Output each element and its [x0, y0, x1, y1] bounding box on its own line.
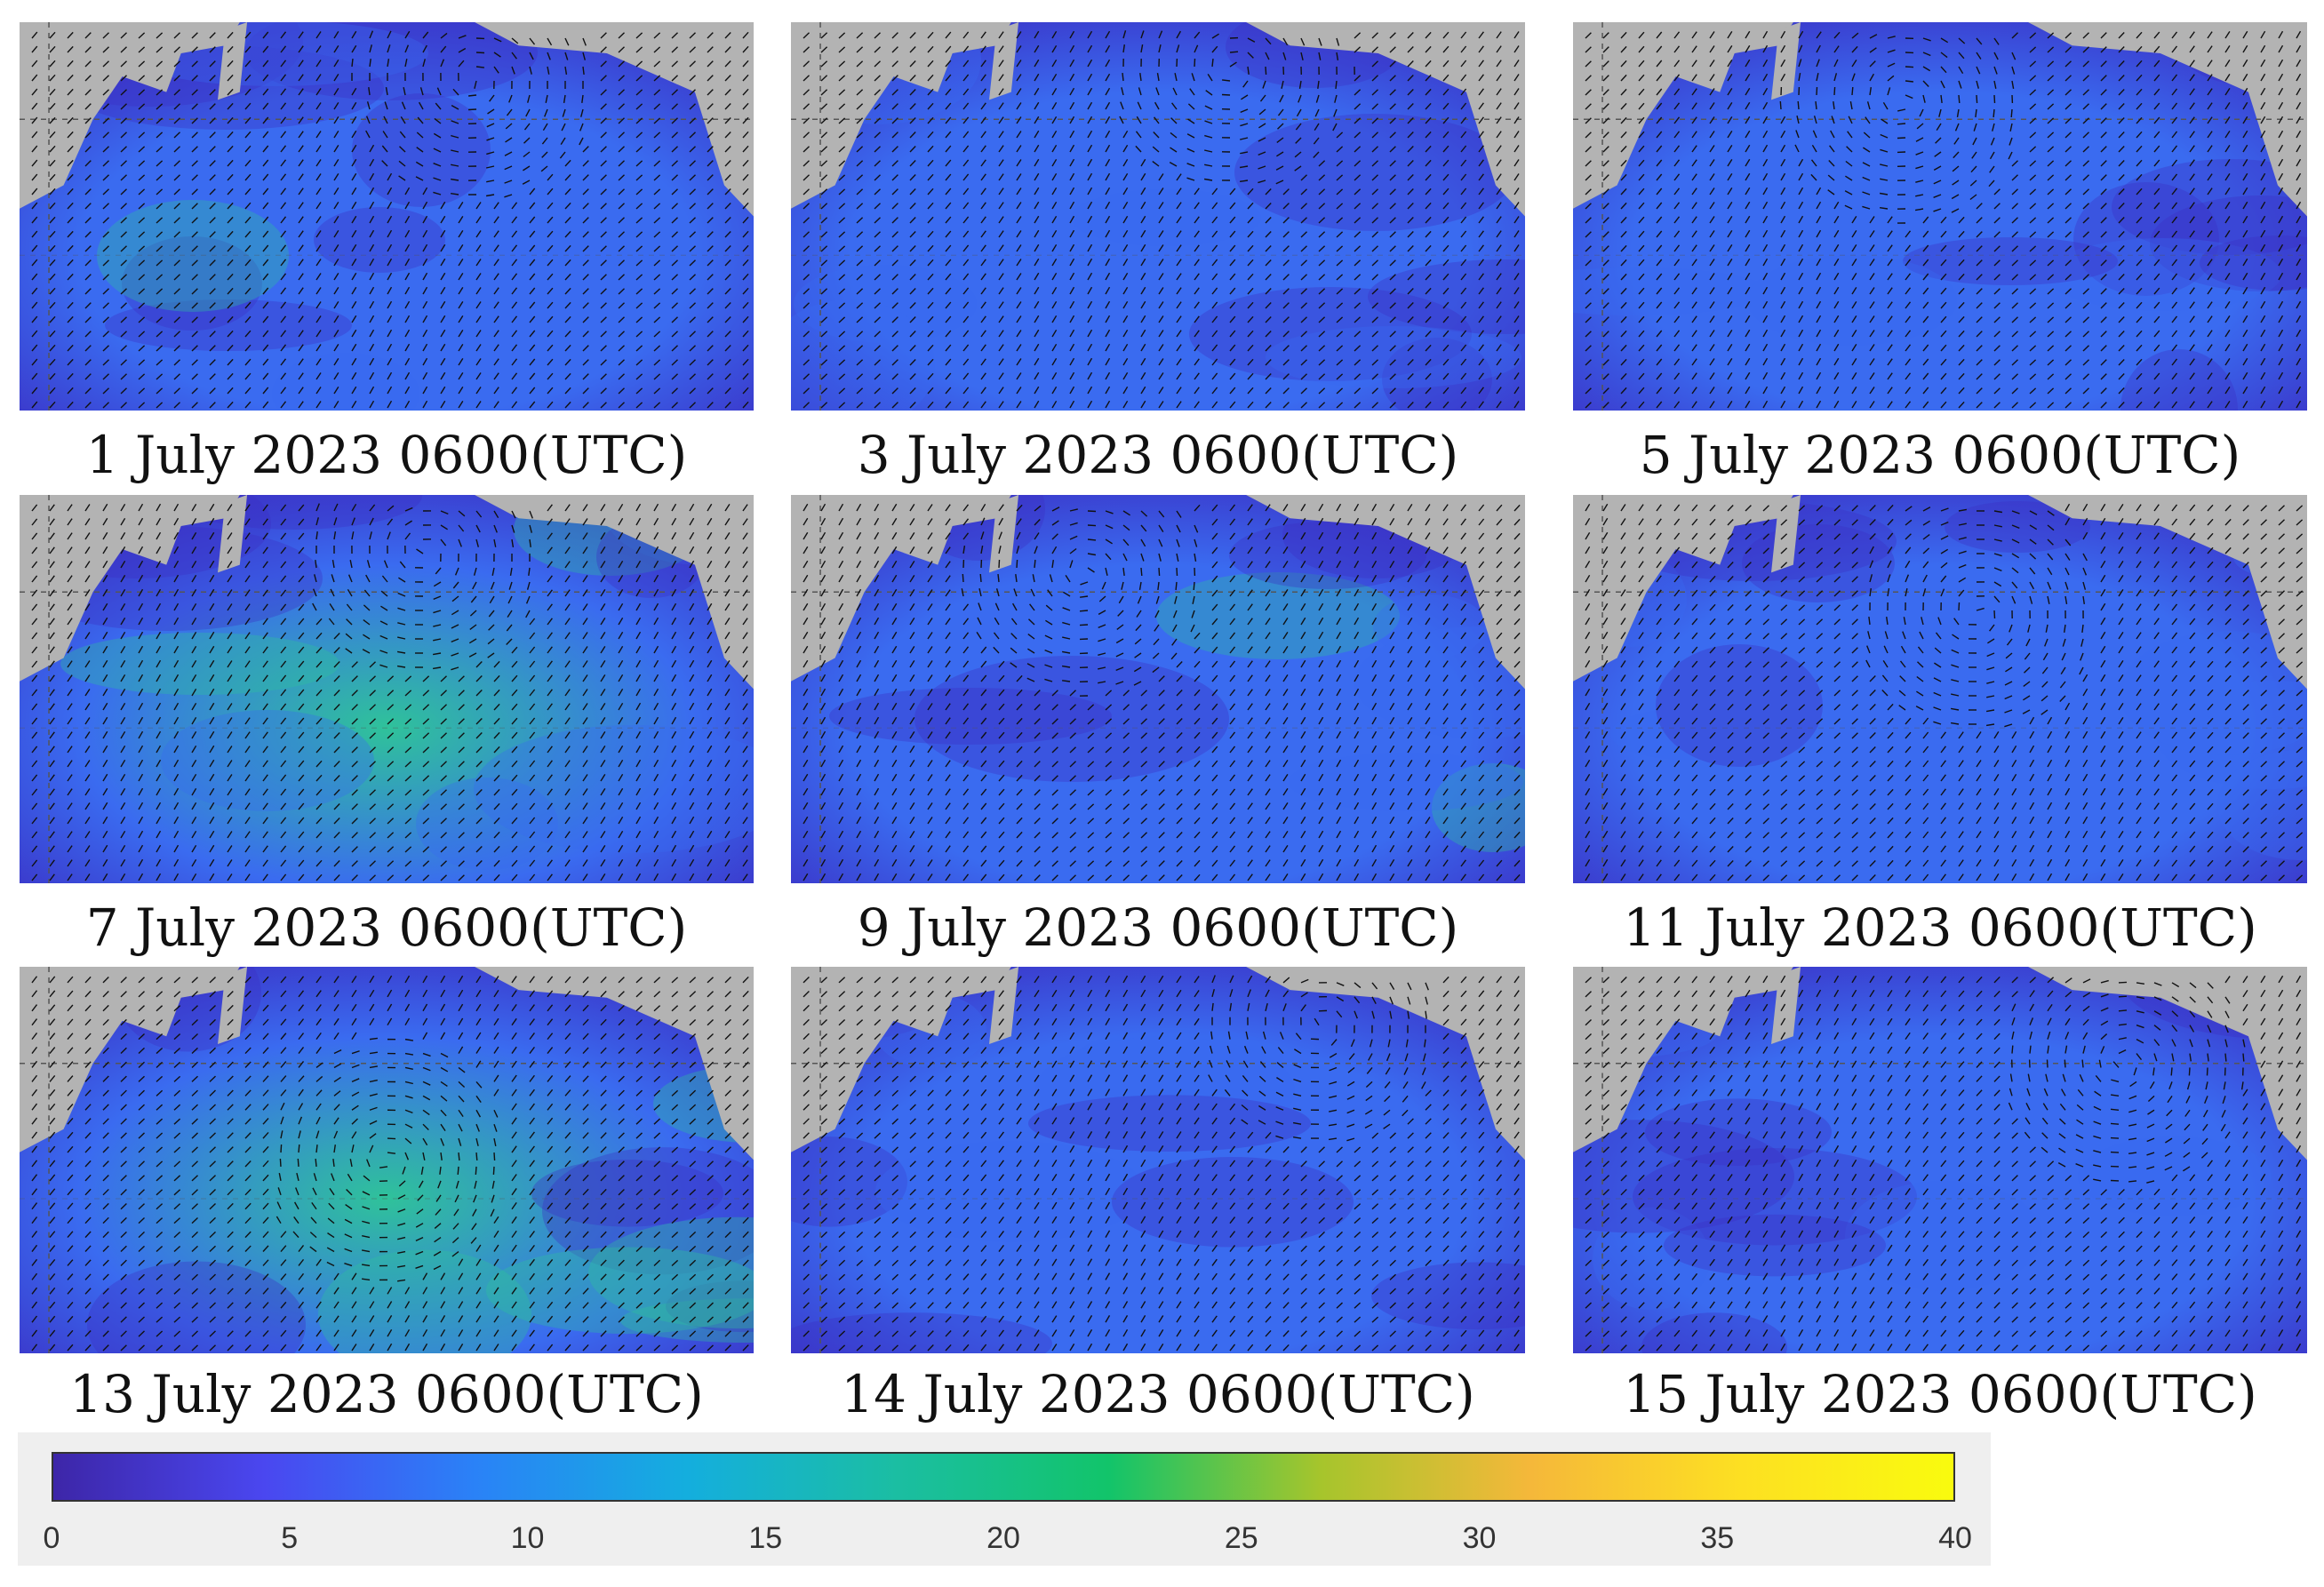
colorbar-tick-label: 0 — [43, 1521, 60, 1555]
colorbar-gradient — [52, 1452, 1955, 1502]
colorbar-tick-label: 10 — [510, 1521, 545, 1555]
colorbar-tick-label: 30 — [1462, 1521, 1497, 1555]
colorbar: 0 5 10 15 20 25 30 35 40 — [18, 1432, 1991, 1566]
colorbar-tick-label: 5 — [281, 1521, 299, 1555]
colorbar-tick-label: 40 — [1938, 1521, 1972, 1555]
panel-caption: 13 July 2023 0600(UTC) — [69, 1364, 704, 1424]
panel-caption: 7 July 2023 0600(UTC) — [85, 897, 688, 958]
wind-map-panel — [791, 495, 1525, 883]
panel-caption: 14 July 2023 0600(UTC) — [841, 1364, 1475, 1424]
wind-map-panel — [1573, 495, 2307, 883]
colorbar-tick-label: 25 — [1224, 1521, 1258, 1555]
colorbar-tick-label: 20 — [986, 1521, 1020, 1555]
panel-caption: 1 July 2023 0600(UTC) — [85, 425, 688, 485]
wind-map-panel — [791, 22, 1525, 411]
wind-map-panel — [1573, 22, 2307, 411]
panel-caption: 11 July 2023 0600(UTC) — [1623, 897, 2257, 958]
panel-caption: 3 July 2023 0600(UTC) — [857, 425, 1459, 485]
wind-map-panel — [20, 967, 754, 1353]
panel-caption: 9 July 2023 0600(UTC) — [857, 897, 1459, 958]
wind-map-panel — [20, 495, 754, 883]
wind-map-panel — [791, 967, 1525, 1353]
colorbar-tick-label: 15 — [748, 1521, 783, 1555]
colorbar-tick-label: 35 — [1700, 1521, 1735, 1555]
wind-map-panel — [20, 22, 754, 411]
panel-caption: 5 July 2023 0600(UTC) — [1639, 425, 2241, 485]
panel-caption: 15 July 2023 0600(UTC) — [1623, 1364, 2257, 1424]
wind-map-panel — [1573, 967, 2307, 1353]
